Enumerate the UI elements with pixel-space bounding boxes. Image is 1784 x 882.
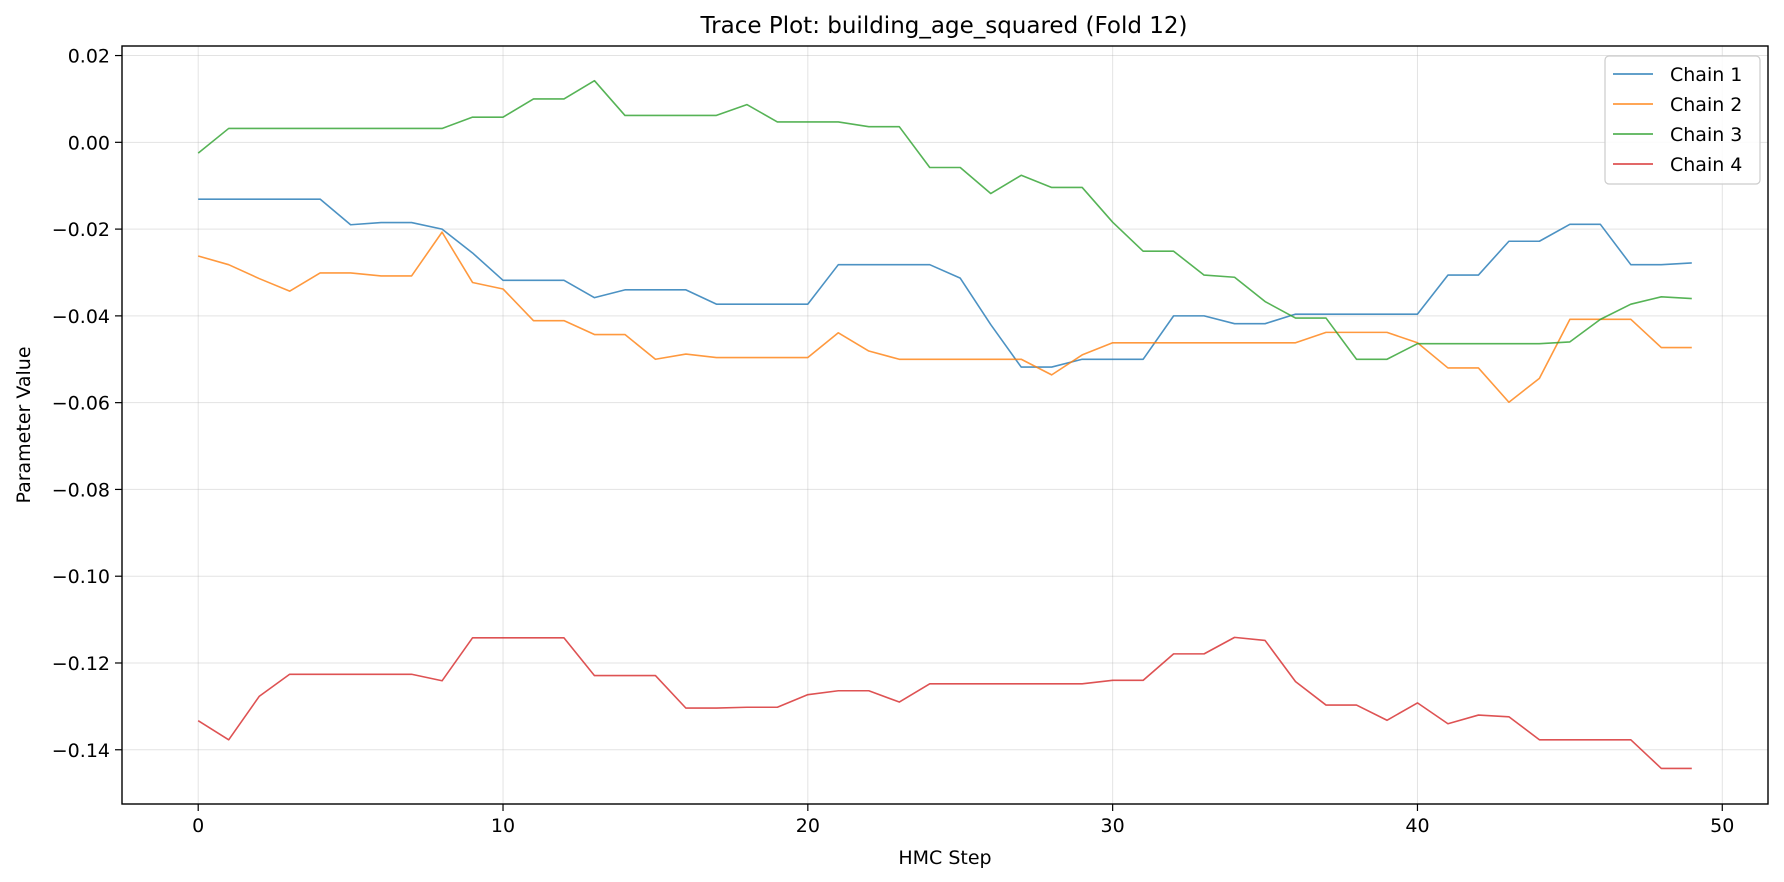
series-line-chain-3 [197,79,1692,361]
y-tick-label: −0.02 [52,219,110,241]
x-tick-label: 40 [1405,815,1429,837]
x-tick-label: 50 [1710,815,1734,837]
y-tick-label: −0.10 [52,566,110,588]
x-tick-label: 10 [491,815,515,837]
chart-title: Trace Plot: building_age_squared (Fold 1… [700,13,1188,39]
grid [122,46,1768,804]
legend-label-chain-4: Chain 4 [1670,154,1742,176]
x-tick-label: 20 [796,815,820,837]
x-tick-label: 30 [1101,815,1125,837]
y-tick-label: −0.06 [52,393,110,415]
legend: Chain 1 Chain 2 Chain 3 Chain 4 [1604,55,1761,185]
y-tick-label: −0.04 [52,306,110,328]
axis-ticks: 0 10 20 30 40 50 0.02 0.00 −0.02 −0.04 −0.06 −0.08 −… [52,46,1735,837]
x-tick-label: 0 [192,815,204,837]
legend-label-chain-3: Chain 3 [1670,124,1742,146]
y-tick-label: −0.14 [52,740,110,762]
legend-label-chain-1: Chain 1 [1670,64,1742,86]
y-tick-label: −0.08 [52,479,110,501]
y-tick-label: 0.02 [68,46,110,68]
series-group [197,79,1692,770]
x-axis-label: HMC Step [898,847,991,869]
series-line-chain-2 [197,231,1692,404]
series-line-chain-4 [197,636,1692,770]
legend-label-chain-2: Chain 2 [1670,94,1742,116]
series-line-chain-1 [198,198,1692,368]
y-tick-label: 0.00 [68,132,110,154]
legend-frame [1604,55,1761,185]
y-axis-label: Parameter Value [13,346,35,503]
plot-area-frame [121,45,1769,805]
y-tick-label: −0.12 [52,653,110,675]
